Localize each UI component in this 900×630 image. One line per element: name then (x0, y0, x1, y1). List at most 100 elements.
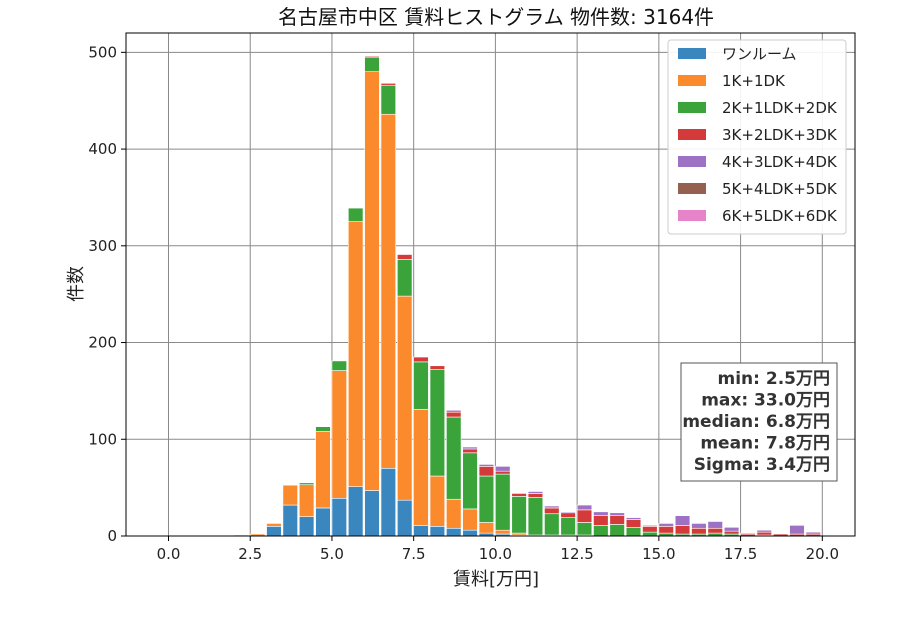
bar-segment (723, 526, 740, 532)
stats-line: median: 6.8万円 (682, 412, 830, 432)
bar-segment (429, 365, 446, 370)
bar-segment (593, 515, 609, 526)
bar-segment (298, 482, 315, 486)
bar-segment (413, 356, 429, 363)
bar-segment (756, 529, 772, 533)
y-tick-label: 500 (88, 43, 117, 61)
bar-segment (347, 207, 364, 222)
bar-segment (478, 464, 495, 467)
bar-segment (527, 493, 544, 498)
bar-segment (397, 295, 413, 501)
legend-swatch (678, 183, 706, 194)
x-tick-label: 5.0 (320, 545, 344, 563)
bars-group (233, 55, 821, 537)
legend-label: 1K+1DK (722, 72, 786, 90)
bar-segment (298, 484, 315, 517)
x-tick-label: 0.0 (157, 545, 181, 563)
bar-segment (707, 521, 723, 529)
bar-segment (642, 531, 658, 537)
bar-segment (609, 524, 625, 537)
bar-segment (462, 446, 478, 450)
x-tick-label: 2.5 (238, 545, 262, 563)
y-tick-label: 100 (88, 430, 117, 448)
y-axis-label: 件数 (66, 266, 87, 302)
bar-segment (413, 408, 429, 526)
x-tick-label: 12.5 (560, 545, 593, 563)
bar-segment (446, 416, 462, 500)
bar-segment (380, 84, 396, 115)
legend-label: 3K+2LDK+3DK (722, 126, 838, 144)
stats-line: Sigma: 3.4万円 (694, 455, 830, 475)
bar-segment (691, 527, 707, 535)
bar-segment (364, 490, 380, 537)
bar-segment (462, 508, 478, 531)
bar-segment (397, 259, 413, 297)
bar-segment (707, 527, 723, 534)
bar-segment (495, 473, 511, 531)
bar-segment (560, 511, 576, 514)
bar-segment (429, 526, 446, 537)
legend-swatch (678, 102, 706, 113)
bar-segment (674, 515, 691, 526)
bar-segment (462, 452, 478, 510)
bar-segment (462, 448, 478, 454)
plot-frame (125, 32, 856, 537)
bar-segment (756, 531, 772, 536)
bar-segment (364, 71, 380, 491)
bar-segment (723, 530, 740, 535)
legend-swatch (678, 48, 706, 59)
bar-segment (495, 470, 511, 475)
bar-segment (609, 515, 625, 525)
bar-segment (462, 529, 478, 537)
chart-title: 名古屋市中区 賃料ヒストグラム 物件数: 3164件 (278, 5, 714, 29)
bar-segment (413, 361, 429, 410)
x-tick-label: 7.5 (402, 545, 426, 563)
bar-segment (740, 532, 756, 535)
bar-segment (331, 360, 347, 371)
bar-segment (266, 523, 282, 527)
bar-segment (691, 523, 707, 529)
bar-segment (544, 507, 560, 515)
bar-segment (527, 491, 544, 494)
bar-segment (478, 475, 495, 523)
stats-line: min: 2.5万円 (718, 369, 830, 389)
bar-segment (642, 526, 658, 533)
bar-segment (544, 513, 560, 536)
bar-segment (446, 411, 462, 418)
bar-segment (560, 517, 576, 536)
bar-segment (658, 526, 674, 534)
bar-segment (315, 507, 331, 537)
legend: ワンルーム 1K+1DK 2K+1LDK+2DK 3K+2LDK+3DK 4K+3LDK… (667, 39, 847, 235)
x-tick-label: 15.0 (642, 545, 675, 563)
bar-segment (527, 497, 544, 536)
bar-segment (331, 370, 347, 499)
bar-segment (511, 496, 527, 534)
bar-segment (576, 522, 593, 536)
bar-segment (429, 369, 446, 477)
bar-segment (495, 529, 511, 535)
bar-segment (544, 505, 560, 509)
bar-segment (593, 525, 609, 537)
bar-segment (364, 56, 380, 72)
y-tick-label: 0 (107, 527, 117, 545)
bar-segment (380, 113, 396, 469)
bar-segment (674, 525, 691, 535)
bar-segment (266, 526, 282, 537)
legend-label: 4K+3LDK+4DK (722, 153, 838, 171)
legend-label: ワンルーム (722, 45, 797, 63)
bar-segment (331, 497, 347, 537)
bar-segment (478, 466, 495, 477)
x-tick-label: 10.0 (479, 545, 512, 563)
bar-segment (658, 523, 674, 527)
bar-segment (446, 498, 462, 529)
bar-segment (576, 504, 593, 511)
bar-segment (789, 525, 805, 535)
legend-swatch (678, 75, 706, 86)
y-tick-label: 400 (88, 140, 117, 158)
x-tick-label: 20.0 (806, 545, 839, 563)
bar-segment (446, 409, 462, 413)
x-axis-label: 賃料[万円] (453, 569, 539, 590)
bar-segment (380, 83, 396, 86)
